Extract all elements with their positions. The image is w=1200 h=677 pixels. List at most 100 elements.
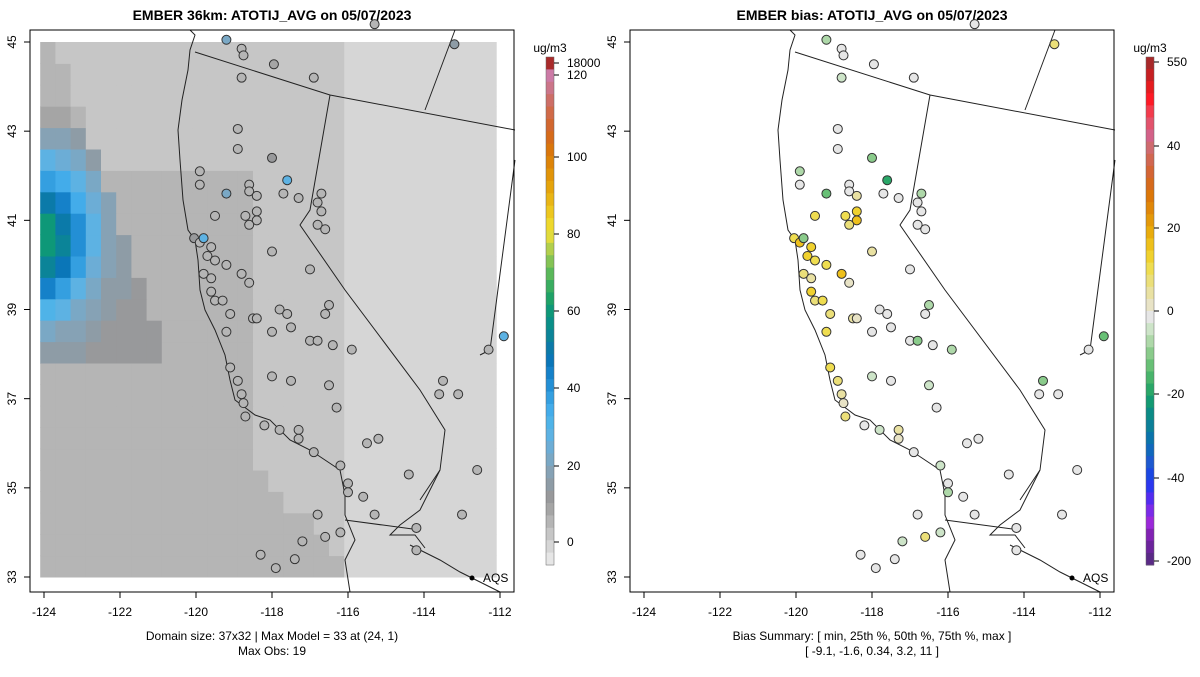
grid-cell — [389, 191, 406, 214]
grid-cell — [420, 149, 436, 171]
obs-site-marker — [286, 322, 296, 333]
grid-cell — [420, 384, 436, 407]
grid-cell — [40, 341, 56, 364]
grid-cell — [435, 534, 452, 557]
obs-site-marker — [293, 193, 304, 204]
grid-cell — [161, 491, 178, 514]
bias-site-marker — [1083, 344, 1094, 355]
grid-cell — [207, 405, 224, 428]
grid-cell — [161, 512, 178, 535]
grid-cell — [405, 63, 421, 86]
grid-cell — [344, 149, 360, 171]
grid-cell — [268, 384, 284, 407]
grid-cell — [222, 106, 239, 129]
chart-title-bias: EMBER bias: ATOTIJ_AVG on 05/07/2023 — [736, 7, 1007, 23]
bias-site-marker — [908, 447, 919, 458]
colorbar-swatch — [546, 416, 554, 430]
grid-cell — [389, 127, 406, 150]
bias-site-marker — [825, 308, 836, 319]
colorbar-tick-label: 20 — [567, 459, 581, 473]
grid-cell — [222, 42, 239, 64]
colorbar-swatch — [546, 490, 554, 504]
grid-cell — [70, 213, 87, 236]
grid-cell — [465, 42, 482, 64]
grid-cell — [405, 363, 421, 385]
colorbar-swatch — [546, 168, 554, 182]
colorbar-tick-label: 120 — [567, 68, 587, 82]
bias-site-marker — [810, 255, 820, 266]
grid-cell — [192, 149, 208, 171]
colorbar-swatch — [1146, 371, 1154, 385]
colorbar-swatch — [546, 81, 554, 95]
grid-cell — [481, 363, 497, 385]
grid-cell — [55, 234, 72, 257]
bias-site-marker — [878, 188, 889, 199]
grid-cell — [131, 256, 148, 278]
footer-max-obs: Max Obs: 19 — [238, 644, 306, 658]
bias-site-marker — [832, 123, 843, 134]
grid-cell — [253, 470, 269, 492]
grid-cell — [420, 63, 436, 86]
grid-cell — [40, 363, 56, 385]
grid-cell — [222, 213, 239, 236]
grid-cell — [161, 534, 178, 557]
bias-site-marker — [1049, 39, 1060, 50]
grid-cell — [177, 256, 193, 278]
y-tick-label: 39 — [605, 303, 619, 317]
grid-cell — [359, 534, 376, 557]
x-tick-label: -120 — [784, 605, 808, 619]
bias-site-marker — [838, 398, 849, 409]
grid-cell — [237, 320, 254, 343]
colorbar-swatch — [546, 94, 554, 108]
grid-cell — [207, 555, 224, 578]
bias-site-marker — [832, 375, 843, 386]
grid-cell — [146, 127, 163, 150]
grid-cell — [116, 534, 132, 557]
grid-cell — [55, 298, 72, 321]
obs-site-marker — [221, 326, 232, 337]
aqs-label: AQS — [1083, 571, 1108, 585]
bias-site-marker — [889, 554, 900, 565]
grid-cell — [359, 363, 376, 385]
grid-cell — [207, 63, 224, 86]
grid-cell — [146, 341, 163, 364]
grid-cell — [435, 427, 452, 450]
obs-site-marker — [320, 531, 331, 542]
grid-cell — [435, 491, 452, 514]
grid-cell — [222, 405, 239, 428]
grid-cell — [389, 405, 406, 428]
grid-cell — [313, 363, 330, 385]
colorbar-swatch — [546, 205, 554, 219]
grid-cell — [131, 555, 148, 578]
colorbar-swatch — [546, 317, 554, 331]
grid-cell — [298, 363, 315, 385]
grid-cell — [298, 405, 315, 428]
bias-site-marker — [817, 295, 828, 306]
grid-cell — [268, 127, 284, 150]
grid-cell — [146, 512, 163, 535]
grid-cell — [237, 555, 254, 578]
obs-site-marker — [240, 411, 251, 422]
grid-cell — [465, 341, 482, 364]
grid-cell — [481, 191, 497, 214]
colorbar-swatch — [546, 354, 554, 368]
colorbar-swatch — [1146, 540, 1154, 554]
colorbar-swatch — [546, 267, 554, 281]
grid-cell — [192, 512, 208, 535]
grid-cell — [237, 534, 254, 557]
grid-cell — [253, 127, 269, 150]
grid-cell — [481, 405, 497, 428]
obs-site-marker — [373, 433, 384, 444]
bias-site-marker — [867, 246, 877, 257]
grid-cell — [101, 106, 117, 129]
obs-site-marker — [411, 522, 422, 533]
grid-cell — [101, 405, 117, 428]
bias-site-marker — [924, 380, 934, 391]
grid-cell — [329, 234, 345, 257]
grid-cell — [298, 84, 315, 107]
grid-cell — [435, 448, 452, 471]
colorbar-swatch — [1146, 335, 1154, 348]
colorbar-swatch — [546, 341, 554, 355]
grid-cell — [389, 84, 406, 107]
colorbar-swatch — [1146, 165, 1154, 179]
